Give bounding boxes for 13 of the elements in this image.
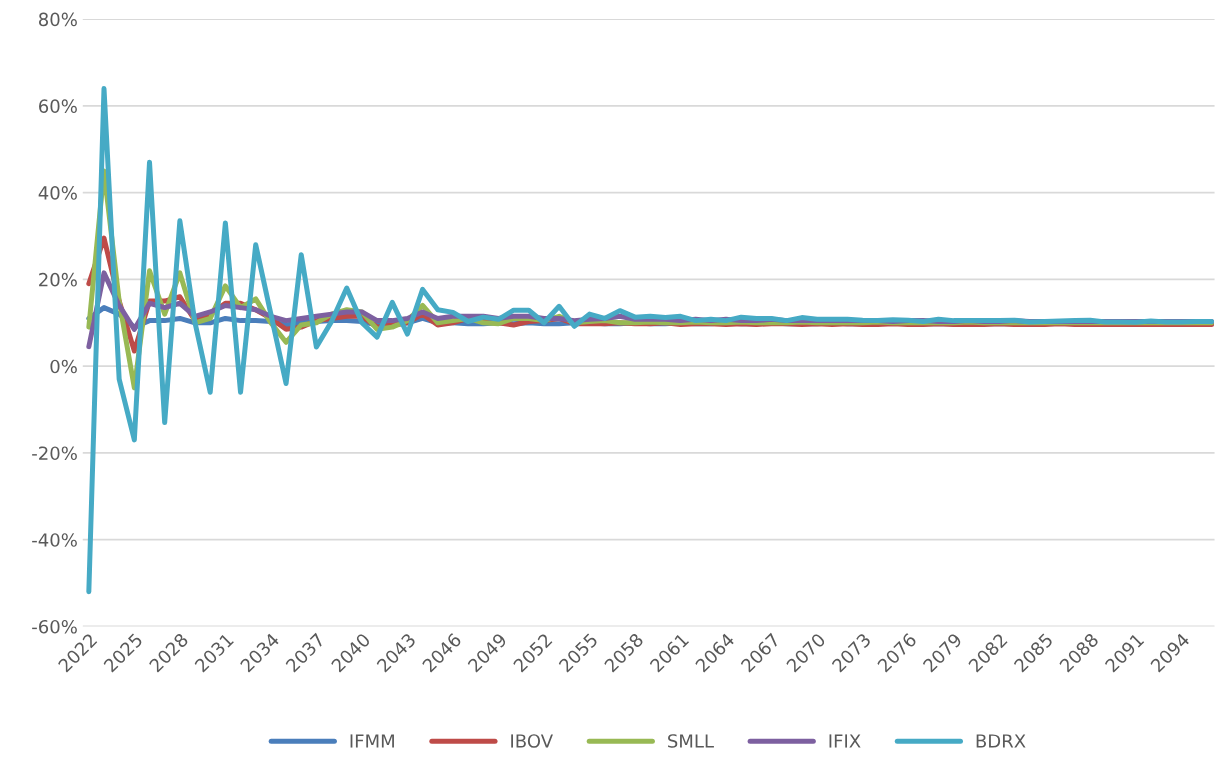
legend-label: BDRX xyxy=(976,734,1026,748)
y-tick-label: 20% xyxy=(39,272,77,287)
legend-label: SMLL xyxy=(668,734,714,748)
legend-label: IFMM xyxy=(350,734,394,748)
y-tick-label: -20% xyxy=(32,446,77,461)
y-tick-label: 0% xyxy=(50,359,77,374)
y-tick-label: 40% xyxy=(38,186,77,200)
y-tick-label: 80% xyxy=(38,12,77,27)
legend-label: IBOV xyxy=(511,734,553,748)
legend-label: IFIX xyxy=(829,734,861,748)
y-tick-label: 60% xyxy=(39,99,77,113)
y-tick-label: -60% xyxy=(32,619,77,634)
y-tick-label: -40% xyxy=(32,533,77,547)
